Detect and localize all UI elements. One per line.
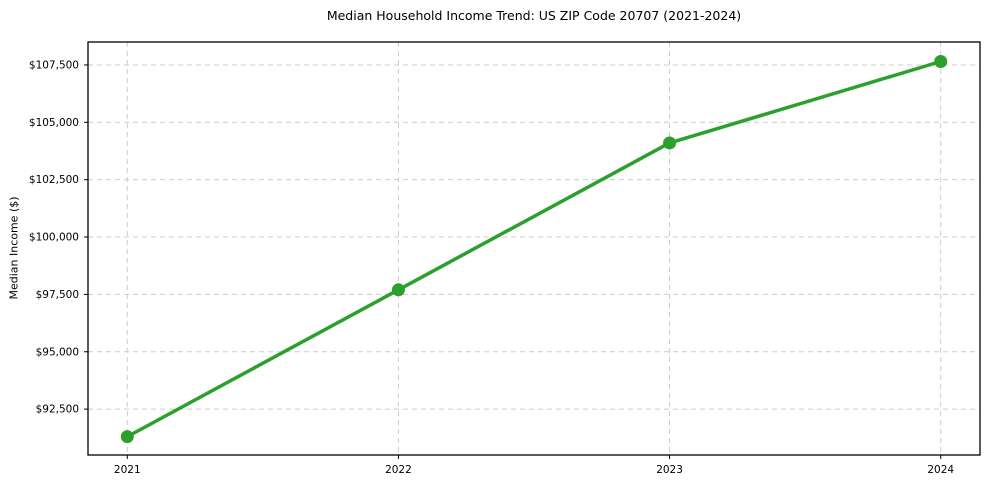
y-tick-label: $105,000 [29,117,79,129]
x-tick-label: 2021 [114,464,141,476]
trend-line [125,59,943,439]
y-tick-label: $102,500 [29,174,79,186]
x-tick-label: 2024 [927,464,954,476]
y-tick-label: $107,500 [29,60,79,72]
x-tick-label: 2022 [385,464,412,476]
y-tick-label: $100,000 [29,232,79,244]
data-point-marker [663,136,677,150]
y-tick-label: $97,500 [36,289,79,301]
y-tick-label: $95,000 [36,346,79,358]
data-point-marker [120,430,134,444]
x-tick-label: 2023 [656,464,683,476]
chart-title: Median Household Income Trend: US ZIP Co… [326,8,742,23]
data-point-marker [391,283,405,297]
y-tick-label: $92,500 [36,404,79,416]
data-point-marker [934,55,948,69]
plot-border [87,41,981,456]
